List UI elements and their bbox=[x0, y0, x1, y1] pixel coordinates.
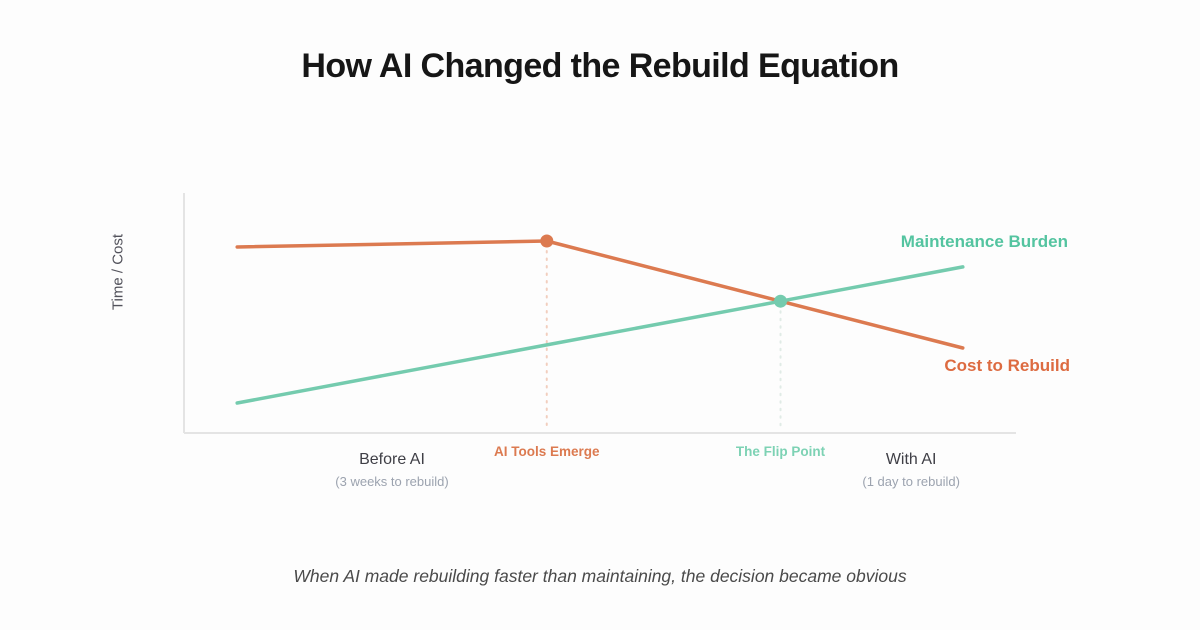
series-marker-1 bbox=[774, 294, 787, 308]
x-axis-label-with-ai: With AI bbox=[885, 451, 937, 468]
x-axis-sublabel-with-ai: (1 day to rebuild) bbox=[862, 474, 960, 489]
series-marker-0 bbox=[540, 234, 554, 248]
chart-title: How AI Changed the Rebuild Equation bbox=[301, 47, 899, 85]
series-line-1 bbox=[235, 265, 965, 405]
series-label-maintenance-burden: Maintenance Burden bbox=[900, 232, 1068, 251]
x-axis-sublabel-before-ai: (3 weeks to rebuild) bbox=[335, 474, 449, 489]
annotation-label-ai-tools-emerge: AI Tools Emerge bbox=[493, 444, 600, 459]
annotation-label-the-flip-point: The Flip Point bbox=[735, 444, 826, 459]
series-label-cost-to-rebuild: Cost to Rebuild bbox=[944, 356, 1070, 375]
chart-caption: When AI made rebuilding faster than main… bbox=[293, 566, 907, 586]
x-axis-label-before-ai: Before AI bbox=[359, 451, 425, 468]
series-line-0 bbox=[235, 239, 965, 350]
